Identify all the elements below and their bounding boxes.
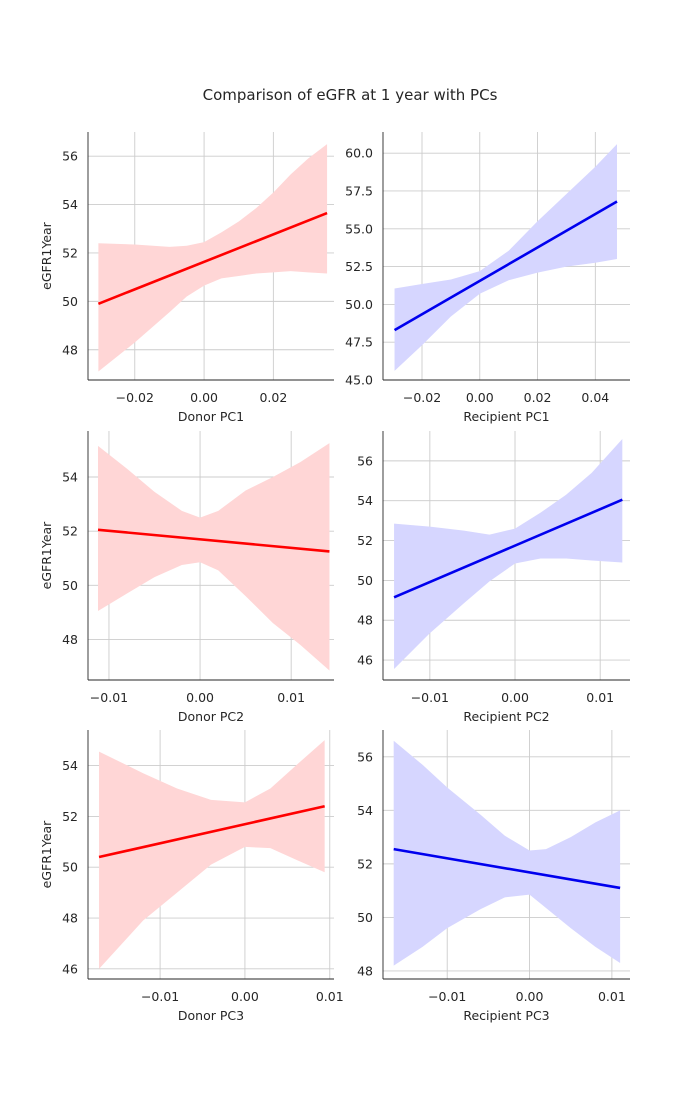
x-tick-label: 0.00 bbox=[501, 690, 529, 705]
y-tick-label: 48 bbox=[62, 342, 78, 357]
x-tick-label: 0.00 bbox=[516, 989, 544, 1004]
regression-line bbox=[97, 211, 328, 305]
y-axis-label: eGFR1Year bbox=[39, 521, 54, 590]
subplot-grid: −0.02 0.00 0.02 48 50 52 54 56 Donor PC1 eGFR1Yea… bbox=[39, 132, 630, 1023]
y-tick-label: 50.0 bbox=[345, 297, 373, 312]
y-tick-label: 54 bbox=[62, 470, 78, 485]
subplot-6: −0.01 0.00 0.01 48 50 52 54 56 Recipient PC3 bbox=[357, 730, 630, 1023]
y-tick-label: 50 bbox=[62, 860, 78, 875]
x-tick-label: 0.01 bbox=[316, 989, 344, 1004]
y-tick-label: 45.0 bbox=[345, 373, 373, 388]
x-tick-label: 0.02 bbox=[259, 390, 287, 405]
y-tick-label: 50 bbox=[357, 910, 373, 925]
x-tick-label: 0.00 bbox=[186, 690, 214, 705]
y-tick-label: 54 bbox=[357, 493, 373, 508]
regression-line bbox=[393, 498, 623, 599]
x-tick-label: −0.01 bbox=[141, 989, 179, 1004]
regression-line bbox=[98, 804, 325, 859]
y-tick-label: 50 bbox=[357, 573, 373, 588]
x-axis-label: Recipient PC2 bbox=[463, 709, 549, 724]
x-tick-label: 0.00 bbox=[466, 390, 494, 405]
y-tick-label: 48 bbox=[62, 911, 78, 926]
x-tick-label: −0.02 bbox=[403, 390, 441, 405]
subplot-1: −0.02 0.00 0.02 48 50 52 54 56 Donor PC1 eGFR1Yea… bbox=[39, 132, 334, 424]
x-tick-label: −0.01 bbox=[411, 690, 449, 705]
y-tick-label: 48 bbox=[357, 613, 373, 628]
figure-title: Comparison of eGFR at 1 year with PCs bbox=[203, 86, 498, 104]
y-tick-label: 54 bbox=[357, 803, 373, 818]
x-axis-label: Donor PC1 bbox=[178, 409, 244, 424]
y-tick-label: 50 bbox=[62, 294, 78, 309]
y-tick-label: 57.5 bbox=[345, 183, 373, 198]
y-tick-label: 46 bbox=[357, 653, 373, 668]
confidence-band bbox=[393, 740, 621, 966]
y-tick-label: 54 bbox=[62, 197, 78, 212]
y-tick-label: 56 bbox=[357, 453, 373, 468]
x-axis-label: Donor PC2 bbox=[178, 709, 244, 724]
y-tick-label: 47.5 bbox=[345, 335, 373, 350]
x-tick-label: 0.00 bbox=[231, 989, 259, 1004]
y-tick-label: 60.0 bbox=[345, 146, 373, 161]
y-tick-label: 52 bbox=[62, 524, 78, 539]
x-tick-label: −0.02 bbox=[116, 390, 154, 405]
y-tick-label: 54 bbox=[62, 758, 78, 773]
y-tick-label: 48 bbox=[357, 963, 373, 978]
x-tick-label: 0.01 bbox=[598, 989, 626, 1004]
y-tick-label: 56 bbox=[357, 749, 373, 764]
y-tick-label: 50 bbox=[62, 578, 78, 593]
x-axis-label: Donor PC3 bbox=[178, 1008, 244, 1023]
regression-line bbox=[393, 200, 618, 332]
y-tick-label: 56 bbox=[62, 149, 78, 164]
y-tick-label: 48 bbox=[62, 632, 78, 647]
y-tick-label: 52.5 bbox=[345, 259, 373, 274]
y-tick-label: 52 bbox=[62, 245, 78, 260]
confidence-band bbox=[98, 443, 330, 671]
x-tick-label: 0.00 bbox=[190, 390, 218, 405]
y-tick-label: 55.0 bbox=[345, 221, 373, 236]
y-axis-label: eGFR1Year bbox=[39, 221, 54, 290]
x-axis-label: Recipient PC3 bbox=[463, 1008, 549, 1023]
subplot-5: −0.01 0.00 0.01 46 48 50 52 54 Donor PC3 eGFR1Yea… bbox=[39, 730, 344, 1023]
x-tick-label: 0.01 bbox=[586, 690, 614, 705]
regression-line bbox=[97, 528, 330, 553]
x-tick-label: 0.01 bbox=[277, 690, 305, 705]
x-tick-label: 0.02 bbox=[524, 390, 552, 405]
y-tick-label: 52 bbox=[62, 809, 78, 824]
subplot-4: −0.01 0.00 0.01 46 48 50 52 54 56 Recipient PC2 bbox=[357, 431, 630, 724]
x-tick-label: −0.01 bbox=[428, 989, 466, 1004]
confidence-band bbox=[99, 740, 325, 969]
regression-line bbox=[393, 847, 621, 890]
y-tick-label: 52 bbox=[357, 533, 373, 548]
subplot-2: −0.02 0.00 0.02 0.04 45.0 47.5 50.0 52.5 55.0 57.… bbox=[345, 132, 630, 424]
confidence-band bbox=[394, 438, 623, 670]
y-axis-label: eGFR1Year bbox=[39, 820, 54, 889]
y-tick-label: 46 bbox=[62, 961, 78, 976]
confidence-band bbox=[394, 144, 617, 371]
y-tick-label: 52 bbox=[357, 856, 373, 871]
x-axis-label: Recipient PC1 bbox=[463, 409, 549, 424]
x-tick-label: −0.01 bbox=[90, 690, 128, 705]
x-tick-label: 0.04 bbox=[581, 390, 609, 405]
subplot-3: −0.01 0.00 0.01 48 50 52 54 Donor PC2 eGFR1Year bbox=[39, 431, 334, 724]
